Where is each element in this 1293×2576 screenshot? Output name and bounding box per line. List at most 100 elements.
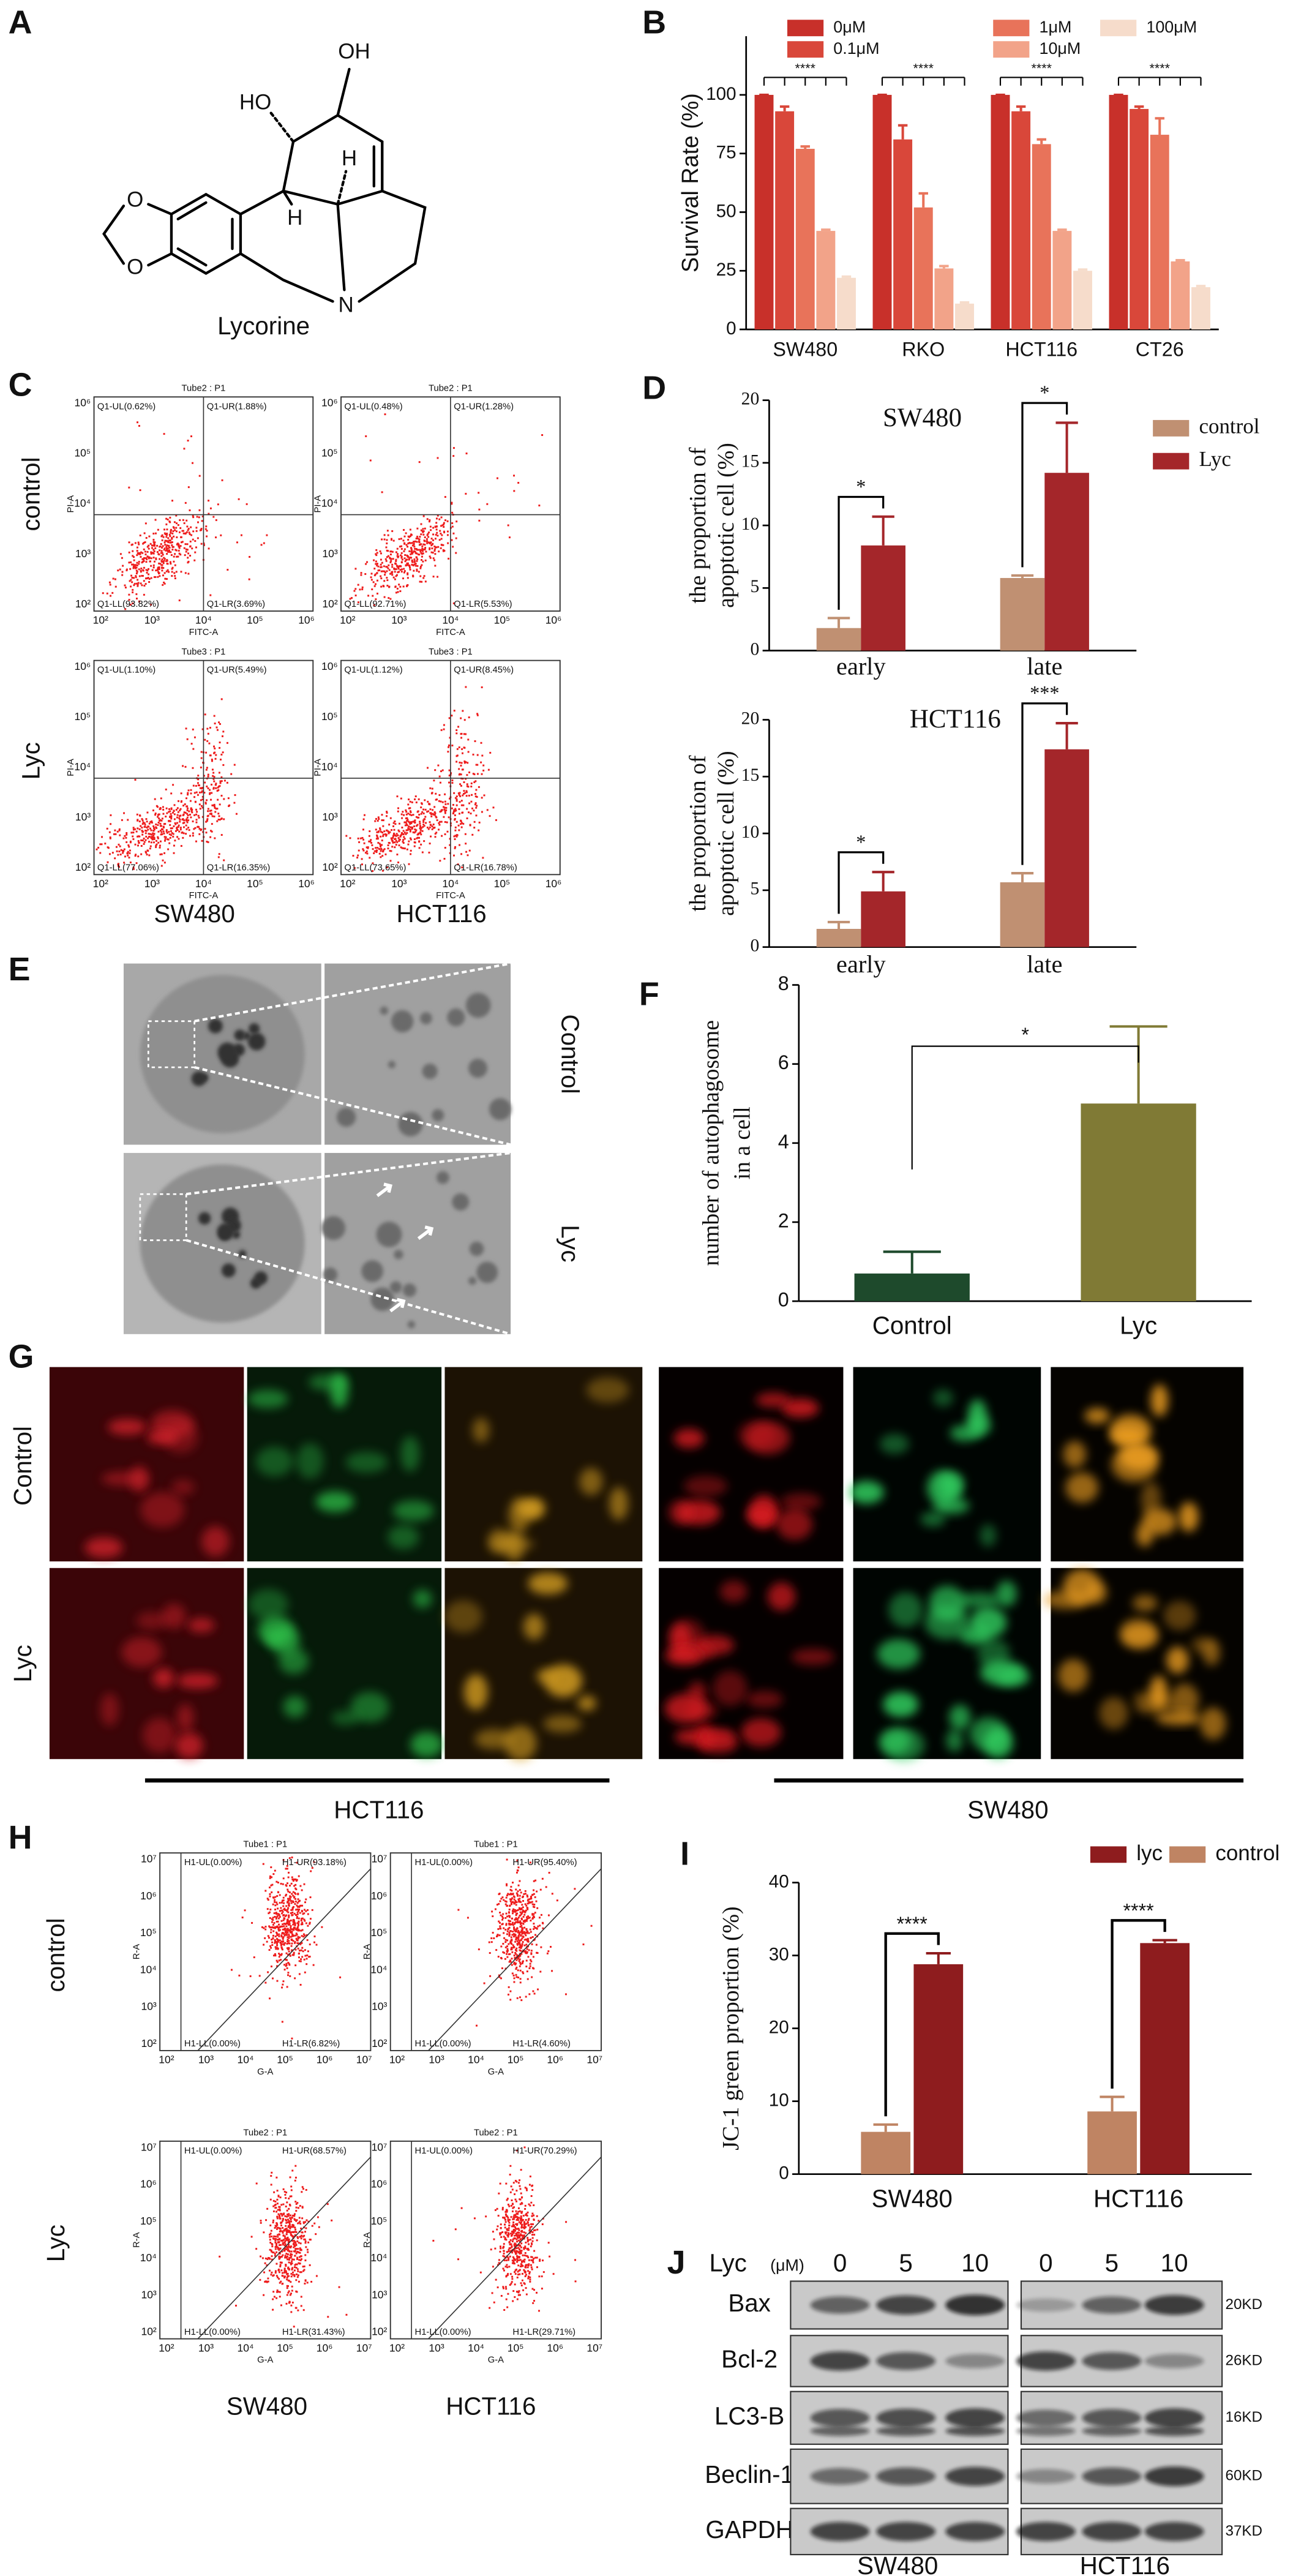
event-dot (501, 1967, 503, 1969)
event-dot (490, 1941, 493, 1943)
bar (1000, 577, 1045, 651)
event-dot (270, 2229, 272, 2232)
event-dot (298, 1956, 300, 1959)
event-dot (303, 1918, 305, 1921)
event-dot (389, 573, 392, 575)
event-dot (452, 803, 454, 806)
event-dot (264, 1937, 266, 1939)
event-dot (400, 832, 403, 835)
event-dot (173, 844, 175, 847)
event-dot (512, 2261, 515, 2264)
event-dot (267, 2257, 269, 2259)
event-dot (133, 564, 136, 566)
event-dot (310, 1870, 312, 1872)
event-dot (274, 2236, 277, 2238)
event-dot (290, 1928, 293, 1931)
event-dot (372, 595, 374, 597)
event-dot (381, 538, 383, 541)
event-dot (217, 786, 219, 789)
event-dot (176, 816, 178, 819)
event-dot (517, 2270, 519, 2273)
event-dot (424, 799, 426, 802)
event-dot (381, 491, 383, 494)
plot-frame (159, 1852, 372, 2051)
event-dot (163, 549, 165, 551)
event-dot (299, 2220, 301, 2223)
quadrant-label: H1-LL(0.00%) (184, 2039, 241, 2049)
event-dot (533, 2289, 536, 2291)
event-dot (517, 2182, 520, 2184)
event-dot (278, 1959, 280, 1962)
event-dot (158, 817, 160, 820)
event-dot (447, 542, 449, 544)
event-dot (511, 1958, 513, 1960)
y-axis-label: apoptotic cell (%) (713, 751, 739, 916)
event-dot (309, 1921, 311, 1924)
event-dot (288, 1934, 290, 1936)
event-dot (437, 514, 439, 517)
event-dot (279, 2209, 281, 2212)
bond (336, 67, 351, 117)
em-organelle (336, 1108, 356, 1127)
event-dot (422, 819, 425, 822)
blot-band (876, 2295, 936, 2315)
event-dot (515, 2238, 518, 2240)
quadrant-label: Q1-UR(8.45%) (454, 666, 514, 675)
event-dot (513, 1936, 515, 1938)
event-dot (525, 1920, 528, 1922)
bar (837, 277, 856, 329)
event-dot (263, 2231, 265, 2234)
event-dot (510, 2243, 512, 2245)
event-dot (139, 489, 141, 492)
size-label: 20KD (1225, 2296, 1262, 2313)
event-dot (191, 808, 193, 811)
event-dot (402, 811, 404, 813)
event-dot (529, 2232, 531, 2234)
event-dot (393, 828, 395, 831)
event-dot (482, 857, 484, 859)
y-tick-label: 10² (75, 861, 91, 873)
event-dot (300, 1949, 302, 1951)
event-dot (541, 1877, 544, 1880)
event-dot (198, 791, 201, 794)
event-dot (300, 2305, 302, 2307)
event-dot (531, 2185, 533, 2187)
event-dot (132, 563, 135, 566)
event-dot (150, 841, 152, 844)
event-dot (508, 2227, 510, 2229)
event-dot (305, 1963, 308, 1966)
event-dot (280, 1907, 282, 1909)
event-dot (516, 2234, 518, 2237)
event-dot (473, 2217, 476, 2220)
em-organelle (447, 1008, 465, 1027)
event-dot (531, 2234, 534, 2236)
event-dot (143, 548, 145, 550)
significance-bracket (1021, 402, 1068, 568)
cell-signal (528, 1572, 568, 1595)
event-dot (513, 1961, 515, 1964)
event-dot (302, 2221, 305, 2223)
event-dot (433, 559, 436, 561)
event-dot (383, 596, 386, 598)
event-dot (187, 794, 189, 796)
event-dot (527, 2219, 530, 2221)
event-dot (417, 549, 419, 551)
event-dot (164, 577, 167, 580)
event-dot (282, 2227, 284, 2229)
event-dot (476, 713, 479, 715)
bar (1087, 2111, 1137, 2174)
event-dot (137, 579, 139, 581)
event-dot (295, 2267, 298, 2269)
event-dot (511, 1964, 513, 1966)
event-dot (365, 563, 367, 565)
event-dot (506, 1915, 509, 1918)
event-dot (144, 522, 147, 525)
event-dot (516, 2223, 519, 2225)
event-dot (165, 546, 168, 548)
dose-label: 10 (1161, 2248, 1188, 2277)
event-dot (396, 566, 399, 568)
event-dot (434, 565, 437, 567)
event-dot (165, 560, 168, 562)
event-dot (515, 1909, 518, 1912)
event-dot (513, 2262, 515, 2265)
